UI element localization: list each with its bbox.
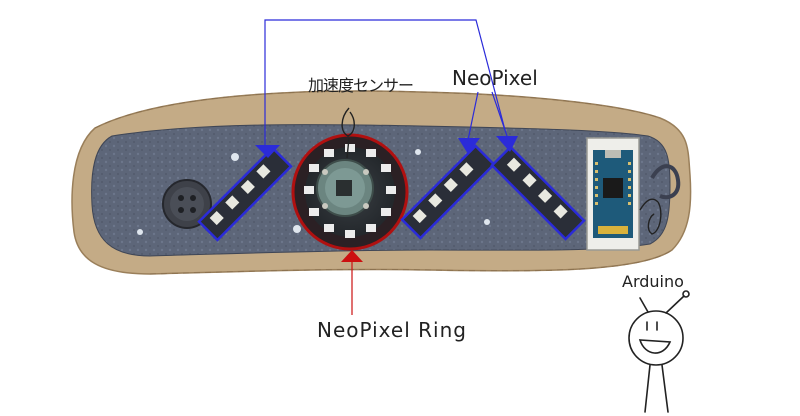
stick-figure-doodle — [628, 290, 690, 413]
accelerometer-board — [316, 159, 374, 217]
arduino-board — [586, 137, 640, 251]
sparkle-decorations — [137, 149, 490, 235]
connection-wire-branch — [467, 91, 479, 141]
label-arduino: Arduino — [622, 272, 684, 291]
connection-wire-branch — [491, 91, 508, 137]
button-fastener — [162, 179, 212, 229]
pointer-arduino — [639, 198, 662, 235]
neopixel-strip-3 — [490, 145, 586, 241]
pointer-accelerometer — [346, 137, 350, 159]
label-accelerometer: 加速度センサー — [308, 76, 414, 95]
arrow-ring — [341, 250, 363, 262]
pointer-accelerometer — [341, 107, 355, 137]
neopixel-strip-1 — [197, 146, 293, 242]
arrow-neopixel-1 — [255, 145, 280, 158]
label-neopixel-ring: NeoPixel Ring — [317, 318, 467, 342]
connection-wire — [264, 19, 506, 145]
neopixel-strip-2 — [400, 144, 496, 240]
wrist-loop — [650, 164, 681, 200]
arrow-neopixel-2 — [458, 138, 480, 154]
label-neopixel: NeoPixel — [452, 66, 538, 90]
arrow-neopixel-3 — [496, 136, 518, 152]
